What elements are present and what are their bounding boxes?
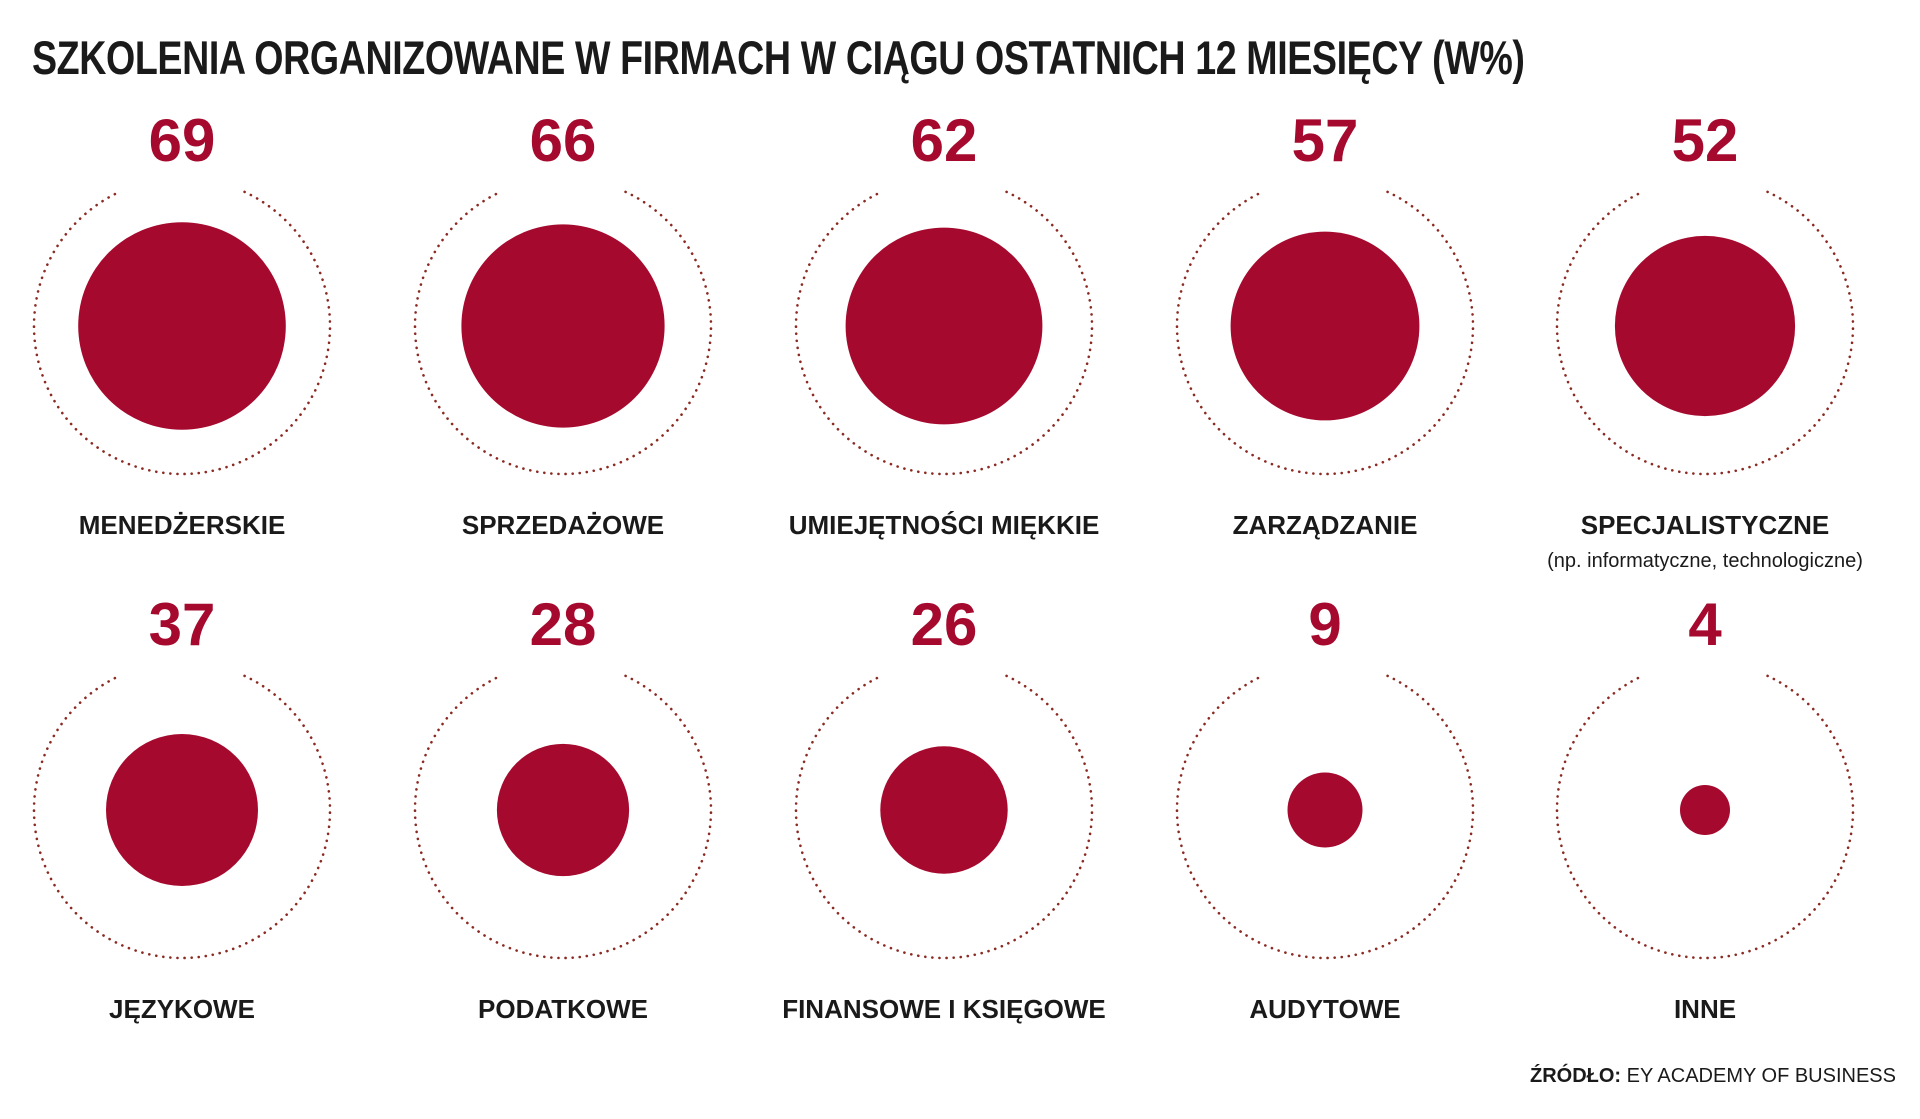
reference-ring <box>794 190 1094 476</box>
value-label: 26 <box>911 591 978 658</box>
value-label: 69 <box>149 107 216 174</box>
reference-ring <box>1175 190 1475 476</box>
value-label: 52 <box>1672 107 1739 174</box>
reference-ring <box>794 674 1094 960</box>
category-label: FINANSOWE I KSIĘGOWE <box>782 994 1106 1024</box>
bubble-group: 9 AUDYTOWE <box>1175 591 1475 1024</box>
category-label: UMIEJĘTNOŚCI MIĘKKIE <box>789 510 1100 540</box>
value-label: 57 <box>1292 107 1359 174</box>
bubble-group: 69 MENEDŻERSKIE <box>32 107 332 540</box>
source-value: EY ACADEMY OF BUSINESS <box>1626 1065 1896 1087</box>
bubble-group: 37 JĘZYKOWE <box>32 591 332 1024</box>
category-label: MENEDŻERSKIE <box>79 510 286 540</box>
source-key: ŹRÓDŁO: <box>1529 1065 1622 1087</box>
category-label: SPRZEDAŻOWE <box>462 510 664 540</box>
value-label: 9 <box>1308 591 1341 658</box>
category-label: ZARZĄDZANIE <box>1233 510 1418 540</box>
bubble-group: 28 PODATKOWE <box>413 591 713 1024</box>
bubble-group: 57 ZARZĄDZANIE <box>1175 107 1475 540</box>
reference-ring <box>413 190 713 476</box>
reference-ring <box>32 190 332 476</box>
value-bubble <box>78 222 286 430</box>
value-bubble <box>1230 231 1420 421</box>
category-label: SPECJALISTYCZNE <box>1581 510 1830 540</box>
category-label: PODATKOWE <box>478 994 648 1024</box>
reference-ring <box>1555 190 1855 476</box>
category-label: AUDYTOWE <box>1249 994 1400 1024</box>
value-bubble <box>880 746 1008 874</box>
value-bubble <box>845 227 1043 425</box>
bubble-group: 4 INNE <box>1555 591 1855 1024</box>
bubble-group: 62 UMIEJĘTNOŚCI MIĘKKIE <box>789 107 1100 540</box>
bubble-group: 66 SPRZEDAŻOWE <box>413 107 713 540</box>
chart-title: SZKOLENIA ORGANIZOWANE W FIRMACH W CIĄGU… <box>32 31 1525 84</box>
source-note: ŹRÓDŁO: EY ACADEMY OF BUSINESS <box>1530 1065 1896 1088</box>
value-label: 28 <box>530 591 597 658</box>
reference-ring <box>1555 674 1855 960</box>
value-bubble <box>1680 785 1730 835</box>
value-bubble <box>1614 235 1796 417</box>
value-bubble <box>461 224 665 428</box>
reference-ring <box>32 674 332 960</box>
value-bubble <box>106 734 258 886</box>
value-label: 66 <box>530 107 597 174</box>
reference-ring <box>413 674 713 960</box>
category-label: INNE <box>1674 994 1736 1024</box>
value-bubble <box>1287 772 1363 848</box>
value-label: 4 <box>1688 591 1722 658</box>
value-label: 62 <box>911 107 978 174</box>
bubble-group: 26 FINANSOWE I KSIĘGOWE <box>782 591 1106 1024</box>
category-sublabel: (np. informatyczne, technologiczne) <box>1547 550 1863 572</box>
category-label: JĘZYKOWE <box>109 994 255 1024</box>
value-bubble <box>496 743 630 877</box>
reference-ring <box>1175 674 1475 960</box>
value-label: 37 <box>149 591 216 658</box>
bubble-group: 52 SPECJALISTYCZNE (np. informatyczne, tec… <box>1547 107 1863 572</box>
